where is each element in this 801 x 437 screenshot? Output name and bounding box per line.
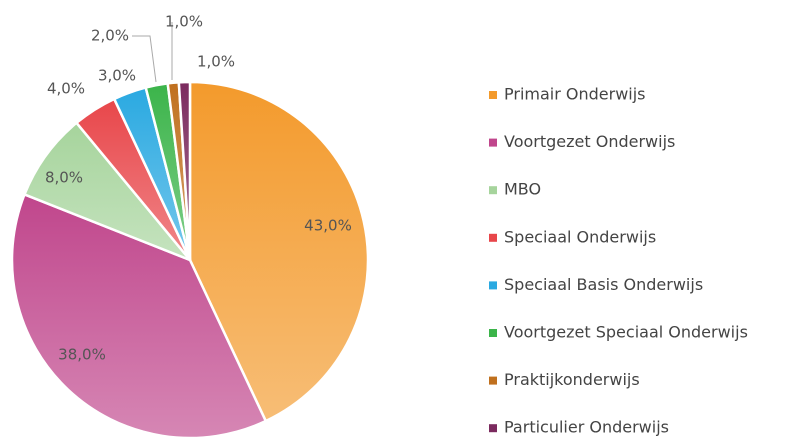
legend-label: MBO [504, 180, 541, 199]
legend-label: Speciaal Basis Onderwijs [504, 275, 703, 294]
legend-swatch [489, 138, 497, 147]
legend-swatch [489, 186, 497, 195]
legend-label: Primair Onderwijs [504, 85, 646, 104]
data-label: 8,0% [45, 169, 83, 187]
leader-line [132, 35, 157, 83]
data-label: 43,0% [304, 217, 352, 235]
legend-swatch [489, 329, 497, 337]
legend-label: Speciaal Onderwijs [504, 227, 656, 246]
legend-swatch [489, 233, 497, 242]
data-label: 1,0% [197, 53, 235, 71]
legend-swatch [489, 281, 497, 290]
pie-slice [177, 80, 192, 261]
legend-swatch [489, 424, 497, 433]
legend-label: Voortgezet Speciaal Onderwijs [504, 323, 748, 342]
legend-label: Voortgezet Onderwijs [504, 132, 675, 151]
pie-slice [22, 121, 191, 262]
data-label: 4,0% [47, 80, 85, 98]
pie-slice [188, 80, 370, 423]
data-label: 38,0% [58, 346, 106, 364]
legend-swatch [489, 91, 497, 99]
legend-swatch [489, 376, 497, 385]
data-label: 2,0% [91, 27, 129, 45]
data-label: 3,0% [98, 67, 136, 85]
legend-label: Particulier Onderwijs [504, 418, 669, 437]
legend-label: Praktijkonderwijs [504, 370, 640, 389]
data-label: 1,0% [165, 13, 203, 31]
